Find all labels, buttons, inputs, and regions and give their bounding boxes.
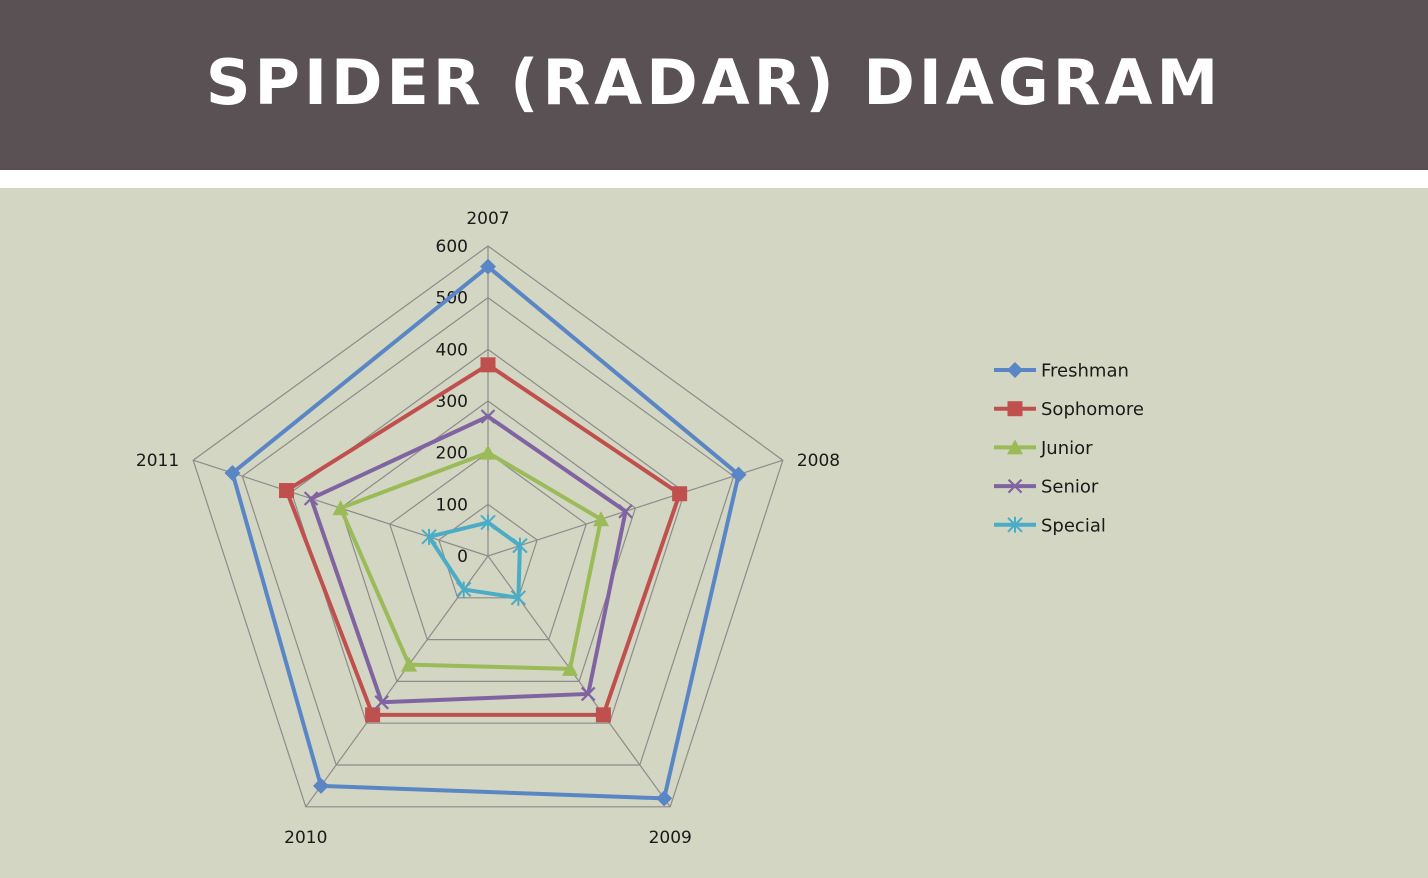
data-point-sophomore-2010 — [365, 707, 381, 723]
legend: Freshman Sophomore Junior Senior Special — [994, 361, 1144, 536]
axis-label-2010: 2010 — [284, 828, 327, 848]
axis-label-2007: 2007 — [466, 209, 509, 229]
title-bar: SPIDER (RADAR) DIAGRAM — [0, 0, 1428, 170]
data-point-junior-2011 — [332, 500, 349, 516]
legend-label-junior: Junior — [1040, 438, 1093, 459]
legend-label-sophomore: Sophomore — [1041, 399, 1144, 420]
data-point-junior-2008 — [593, 511, 610, 527]
spoke-2010 — [305, 555, 489, 808]
data-point-senior-2011 — [303, 491, 319, 506]
legend-marker-freshman — [1007, 362, 1023, 378]
axis-labels: 2007 2008 2009 2010 2011 — [136, 209, 840, 848]
data-point-special-2011 — [421, 528, 437, 545]
axis-label-2009: 2009 — [649, 828, 692, 848]
data-point-senior-2007 — [480, 409, 496, 424]
data-point-special-2009 — [510, 589, 527, 606]
series-sophomore — [279, 357, 688, 723]
legend-item-special: Special — [994, 515, 1106, 536]
series-line-senior — [309, 414, 628, 705]
series-freshman — [224, 258, 747, 807]
data-point-special-2010 — [455, 581, 472, 598]
data-point-freshman-2007 — [480, 258, 496, 275]
series-line-sophomore — [284, 362, 682, 717]
grid-ring-200 — [389, 451, 587, 641]
tick-label-600: 600 — [436, 237, 468, 257]
data-point-senior-2010 — [374, 695, 389, 710]
grid-ring-300 — [339, 400, 637, 682]
data-point-sophomore-2009 — [595, 707, 611, 723]
series-line-freshman — [230, 264, 741, 801]
axis-label-2011: 2011 — [136, 451, 179, 471]
tick-label-300: 300 — [436, 392, 468, 412]
data-point-junior-2007 — [480, 444, 496, 460]
series-junior — [332, 444, 610, 676]
data-point-freshman-2008 — [730, 466, 747, 483]
series-special — [421, 514, 528, 606]
legend-marker-special — [1007, 516, 1023, 533]
series-layer — [224, 258, 747, 807]
legend-marker-sophomore — [1007, 401, 1023, 417]
data-point-sophomore-2007 — [480, 357, 496, 373]
grid-ring-600 — [192, 245, 784, 808]
legend-label-senior: Senior — [1041, 477, 1099, 498]
legend-item-junior: Junior — [994, 438, 1093, 459]
tick-label-0: 0 — [457, 547, 468, 567]
data-point-special-2007 — [480, 514, 496, 531]
data-point-sophomore-2011 — [279, 483, 295, 499]
data-point-junior-2010 — [401, 656, 418, 672]
radar-grid — [192, 245, 784, 808]
legend-item-senior: Senior — [994, 477, 1099, 498]
legend-marker-senior — [1007, 478, 1023, 494]
series-line-special — [427, 520, 522, 600]
legend-label-freshman: Freshman — [1041, 361, 1129, 382]
legend-marker-junior — [1007, 439, 1023, 455]
chart-area: 2007 2008 2009 2010 2011 0 100 200 300 400 500 600… — [0, 188, 1428, 878]
tick-label-400: 400 — [436, 340, 468, 360]
axis-label-2008: 2008 — [797, 451, 840, 471]
data-point-special-2008 — [512, 537, 528, 554]
data-point-freshman-2011 — [224, 464, 241, 481]
legend-item-sophomore: Sophomore — [994, 399, 1144, 420]
data-point-junior-2009 — [561, 660, 578, 676]
data-point-senior-2008 — [618, 504, 633, 519]
series-senior — [303, 409, 633, 710]
data-point-senior-2009 — [580, 686, 596, 702]
page-title: SPIDER (RADAR) DIAGRAM — [205, 45, 1223, 119]
data-point-sophomore-2008 — [672, 486, 688, 502]
data-point-freshman-2009 — [656, 790, 673, 807]
tick-label-100: 100 — [436, 495, 468, 515]
legend-label-special: Special — [1041, 515, 1106, 536]
data-point-freshman-2010 — [312, 777, 329, 794]
tick-label-200: 200 — [436, 444, 468, 464]
legend-item-freshman: Freshman — [994, 361, 1129, 382]
grid-ring-500 — [241, 296, 735, 766]
series-line-junior — [338, 450, 604, 671]
